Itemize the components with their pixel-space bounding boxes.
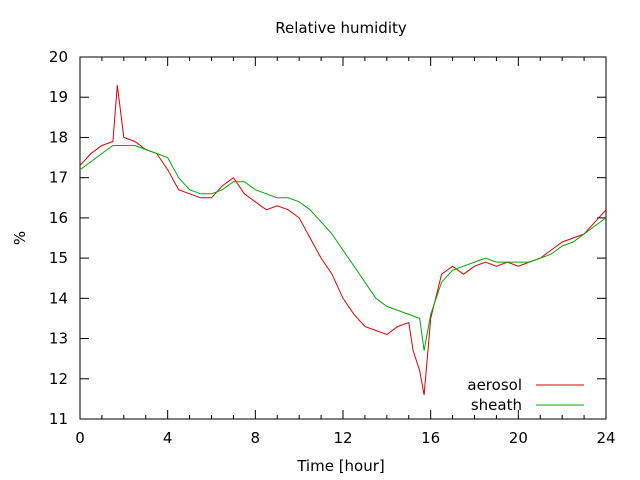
legend-label-sheath: sheath bbox=[471, 396, 522, 414]
x-tick-label: 12 bbox=[333, 429, 352, 447]
x-tick-label: 8 bbox=[251, 429, 261, 447]
y-tick-label: 15 bbox=[49, 249, 68, 267]
y-tick-label: 17 bbox=[49, 169, 68, 187]
y-axis-label: % bbox=[11, 231, 29, 245]
plot-frame bbox=[79, 56, 607, 420]
x-tick-label: 4 bbox=[163, 429, 173, 447]
x-tick-label: 16 bbox=[421, 429, 440, 447]
y-tick-label: 14 bbox=[49, 289, 68, 307]
y-tick-label: 18 bbox=[49, 128, 68, 146]
x-axis-label: Time [hour] bbox=[296, 457, 385, 475]
x-tick-label: 20 bbox=[509, 429, 528, 447]
x-tick-label: 24 bbox=[596, 429, 615, 447]
series-layer bbox=[79, 85, 607, 395]
y-tick-label: 19 bbox=[49, 88, 68, 106]
y-tick-label: 13 bbox=[49, 330, 68, 348]
series-line-aerosol bbox=[79, 85, 607, 395]
legend: aerosol sheath bbox=[467, 376, 584, 414]
y-tick-label: 20 bbox=[49, 48, 68, 66]
y-tick-label: 16 bbox=[49, 209, 68, 227]
series-line-sheath bbox=[79, 145, 607, 351]
x-tick-label: 0 bbox=[75, 429, 85, 447]
axis-ticks: 0 4 8 12 16 20 24 11 12 13 14 15 16 17 18 19 20 bbox=[49, 48, 616, 447]
y-tick-label: 11 bbox=[49, 410, 68, 428]
chart-title: Relative humidity bbox=[275, 19, 407, 37]
y-tick-label: 12 bbox=[49, 370, 68, 388]
legend-label-aerosol: aerosol bbox=[467, 376, 522, 394]
